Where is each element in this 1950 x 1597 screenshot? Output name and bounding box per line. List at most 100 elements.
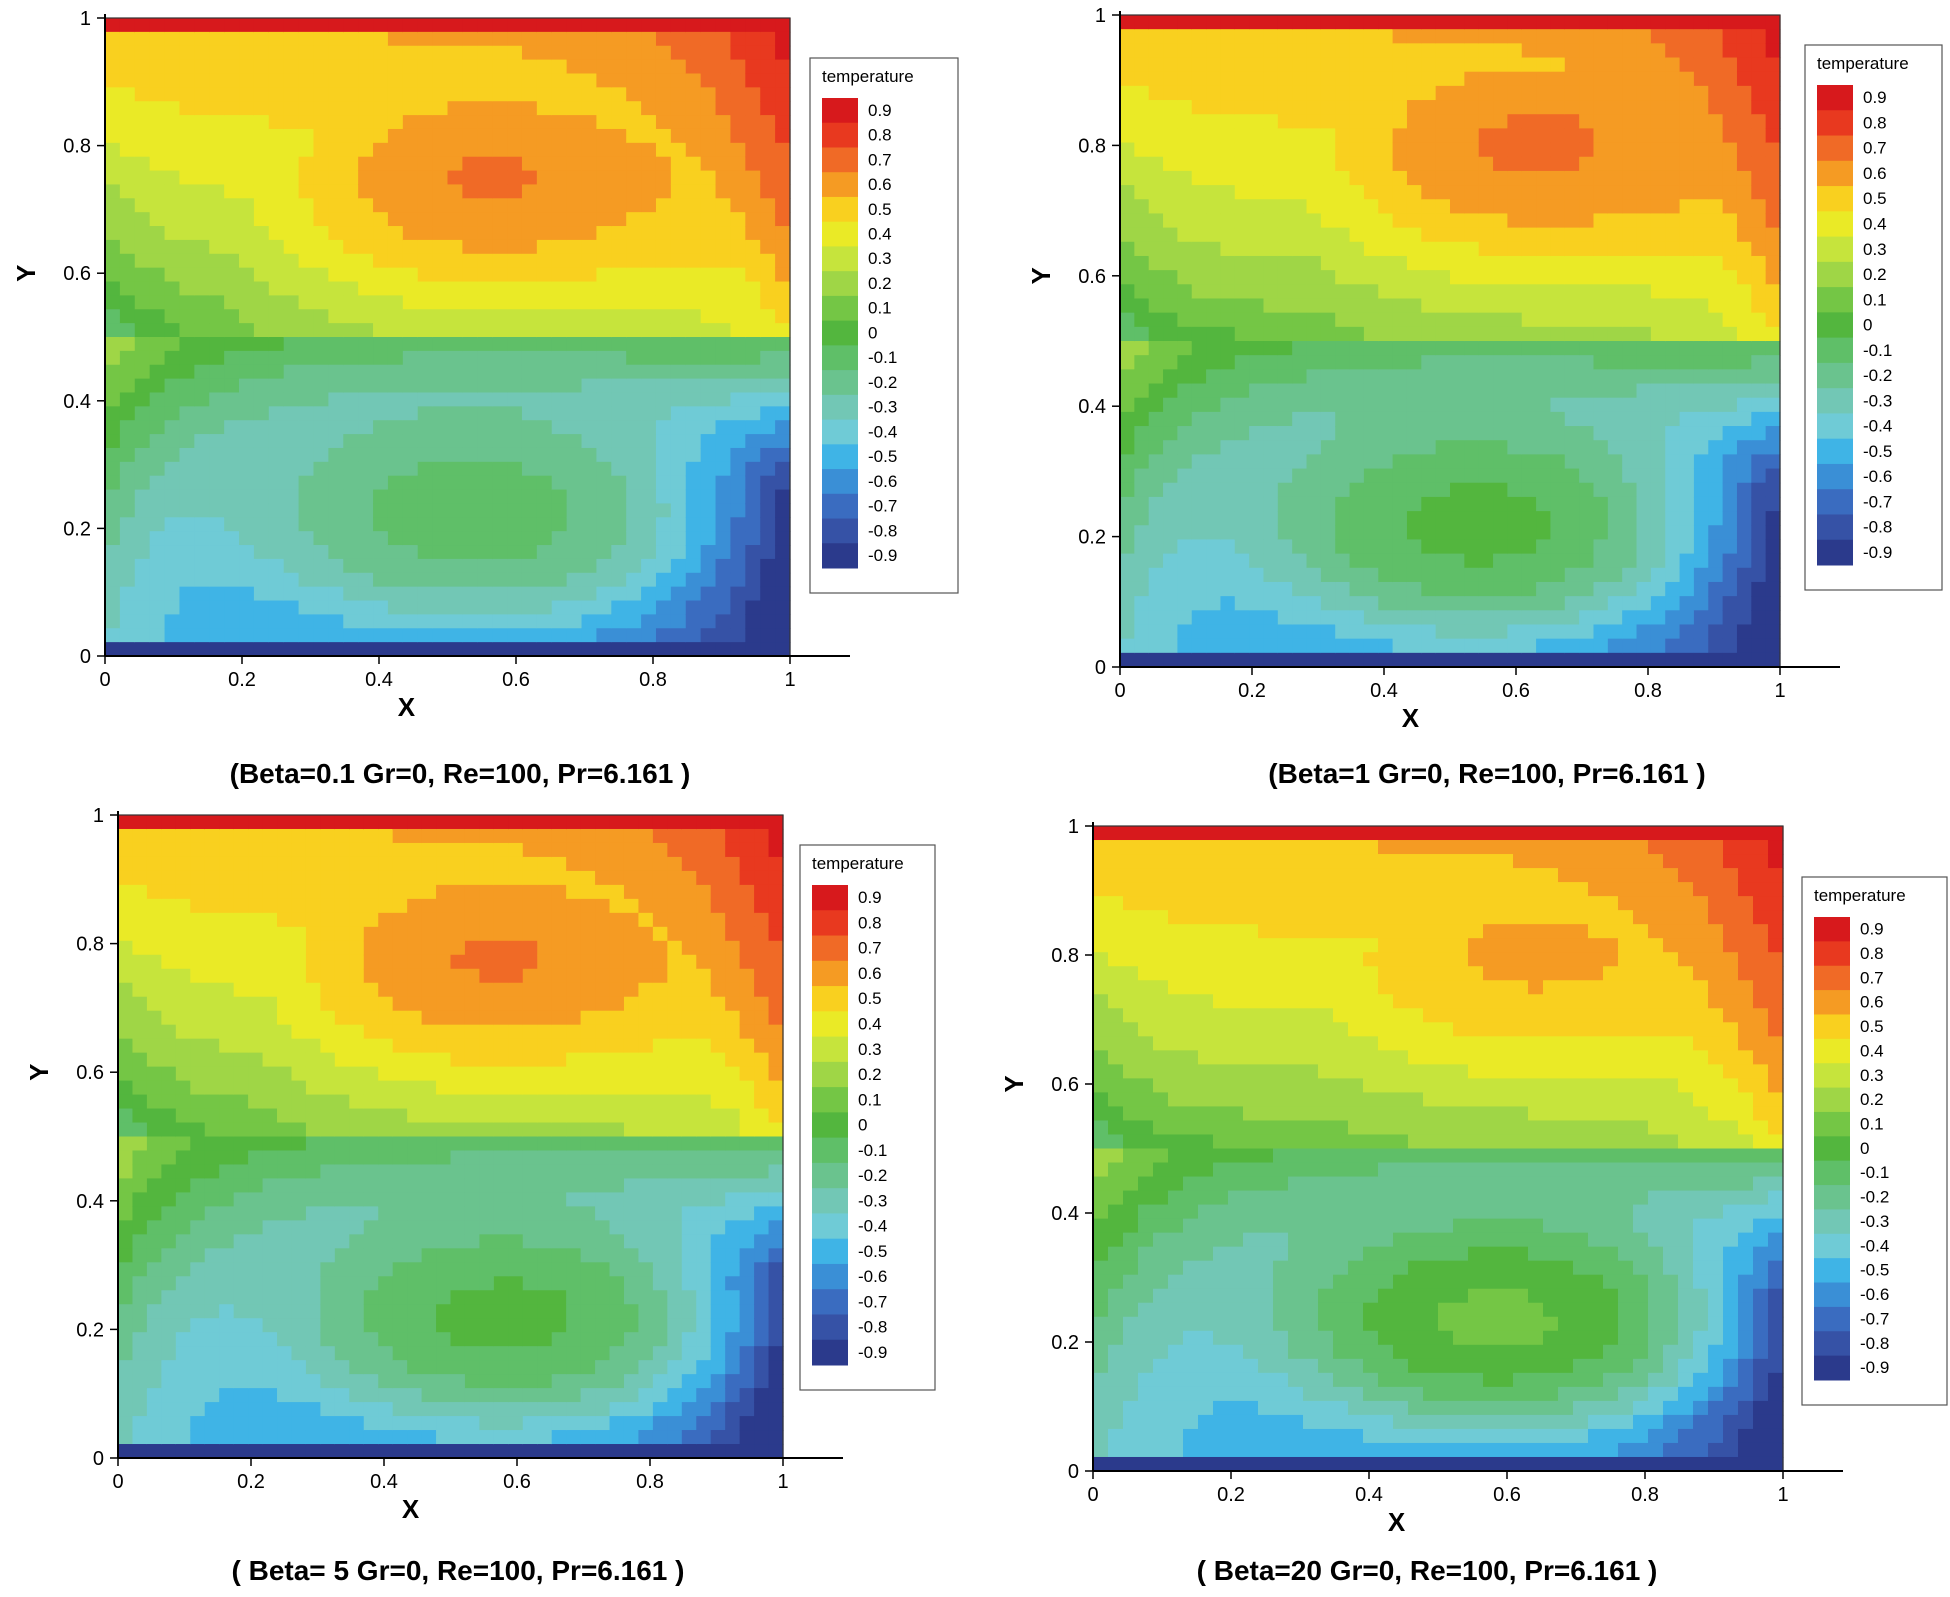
heatmap-cell [164,267,181,283]
heatmap-cell [1450,610,1465,626]
heatmap-cell [313,350,329,366]
heatmap-cell [1507,128,1523,144]
heatmap-cell [1292,29,1308,44]
y-tick-label: 1 [1095,5,1106,27]
heatmap-cell [730,253,746,269]
heatmap-cell [1320,298,1336,314]
heatmap-cell [596,73,612,88]
heatmap-cell [1134,100,1150,115]
heatmap-cell [233,1388,249,1403]
heatmap-cell [566,267,583,283]
heatmap-cell [268,226,285,241]
y-axis-title: Y [1026,267,1056,284]
heatmap-cell [239,128,255,144]
heatmap-cell [1335,43,1351,59]
heatmap-cell [1148,341,1164,356]
heatmap-cell [1349,241,1365,257]
heatmap-cell [1148,142,1164,158]
heatmap-cell [775,309,791,324]
heatmap-cell [134,101,151,116]
heatmap-cell [521,600,538,615]
heatmap-cell [1191,227,1207,243]
heatmap-cell [298,642,315,657]
heatmap-cell [1378,142,1394,158]
heatmap-cell [1679,652,1695,668]
heatmap-cell [1320,511,1336,526]
heatmap-cell [305,1080,321,1096]
heatmap-cell [1493,185,1508,200]
heatmap-cell [1306,241,1322,257]
heatmap-cell [204,996,220,1012]
heatmap-cell [1263,270,1279,285]
legend-label: -0.7 [868,497,897,516]
heatmap-cell [745,447,761,463]
heatmap-cell [149,586,166,602]
heatmap-cell [277,1360,293,1375]
heatmap-cell [566,406,583,421]
heatmap-cell [1335,624,1351,640]
heatmap-cell [1722,114,1738,129]
heatmap-cell [1306,369,1322,385]
heatmap-cell [775,447,791,463]
heatmap-cell [1708,255,1724,271]
heatmap-cell [119,170,136,186]
heatmap-cell [343,447,359,463]
heatmap-cell [1349,539,1365,555]
heatmap-cell [1693,539,1709,555]
heatmap-cell [1722,553,1738,569]
heatmap-cell [1277,312,1293,328]
heatmap-cell [209,572,225,588]
heatmap-cell [581,309,598,324]
heatmap-cell [175,1150,191,1166]
heatmap-cell [492,156,508,172]
heatmap-cell [477,406,493,421]
heatmap-cell [1335,553,1351,569]
heatmap-cell [1134,411,1150,427]
heatmap-cell [1765,383,1781,399]
heatmap-cell [1277,29,1293,44]
heatmap-cell [1521,596,1537,611]
heatmap-cell [1607,482,1623,498]
heatmap-cell [1349,397,1365,413]
heatmap-cell [1693,624,1709,640]
heatmap-cell [715,198,732,213]
heatmap-cell [105,226,121,241]
heatmap-cell [1206,511,1222,526]
heatmap-cell [730,45,746,61]
heatmap-cell [566,503,583,518]
heatmap-cell [1679,43,1695,59]
heatmap-cell [248,1374,264,1389]
heatmap-cell [715,337,732,352]
heatmap-cell [175,1402,191,1417]
heatmap-cell [190,884,206,900]
heatmap-cell [1206,454,1222,470]
heatmap-cell [1148,128,1164,144]
heatmap-cell [611,420,627,435]
heatmap-cell [253,18,270,33]
heatmap-cell [492,586,508,602]
heatmap-cell [298,59,315,75]
heatmap-cell [262,1122,278,1138]
heatmap-cell [402,503,419,518]
heatmap-cell [149,128,166,144]
heatmap-cell [248,1346,264,1361]
heatmap-cell [641,364,657,380]
heatmap-cell [209,253,225,269]
heatmap-cell [313,572,329,588]
heatmap-cell [239,558,255,574]
heatmap-cell [387,475,404,491]
heatmap-cell [343,600,359,615]
heatmap-cell [253,170,270,186]
heatmap-cell [1679,341,1695,356]
heatmap-cell [626,378,642,394]
heatmap-cell [1765,114,1781,129]
heatmap-cell [1277,440,1293,455]
heatmap-cell [119,378,136,394]
heatmap-cell [268,128,285,144]
heatmap-cell [1335,440,1351,455]
heatmap-cell [298,586,315,602]
heatmap-cell [161,1108,177,1124]
heatmap-cell [179,614,195,629]
heatmap-cell [1765,567,1781,583]
heatmap-cell [1320,255,1336,271]
